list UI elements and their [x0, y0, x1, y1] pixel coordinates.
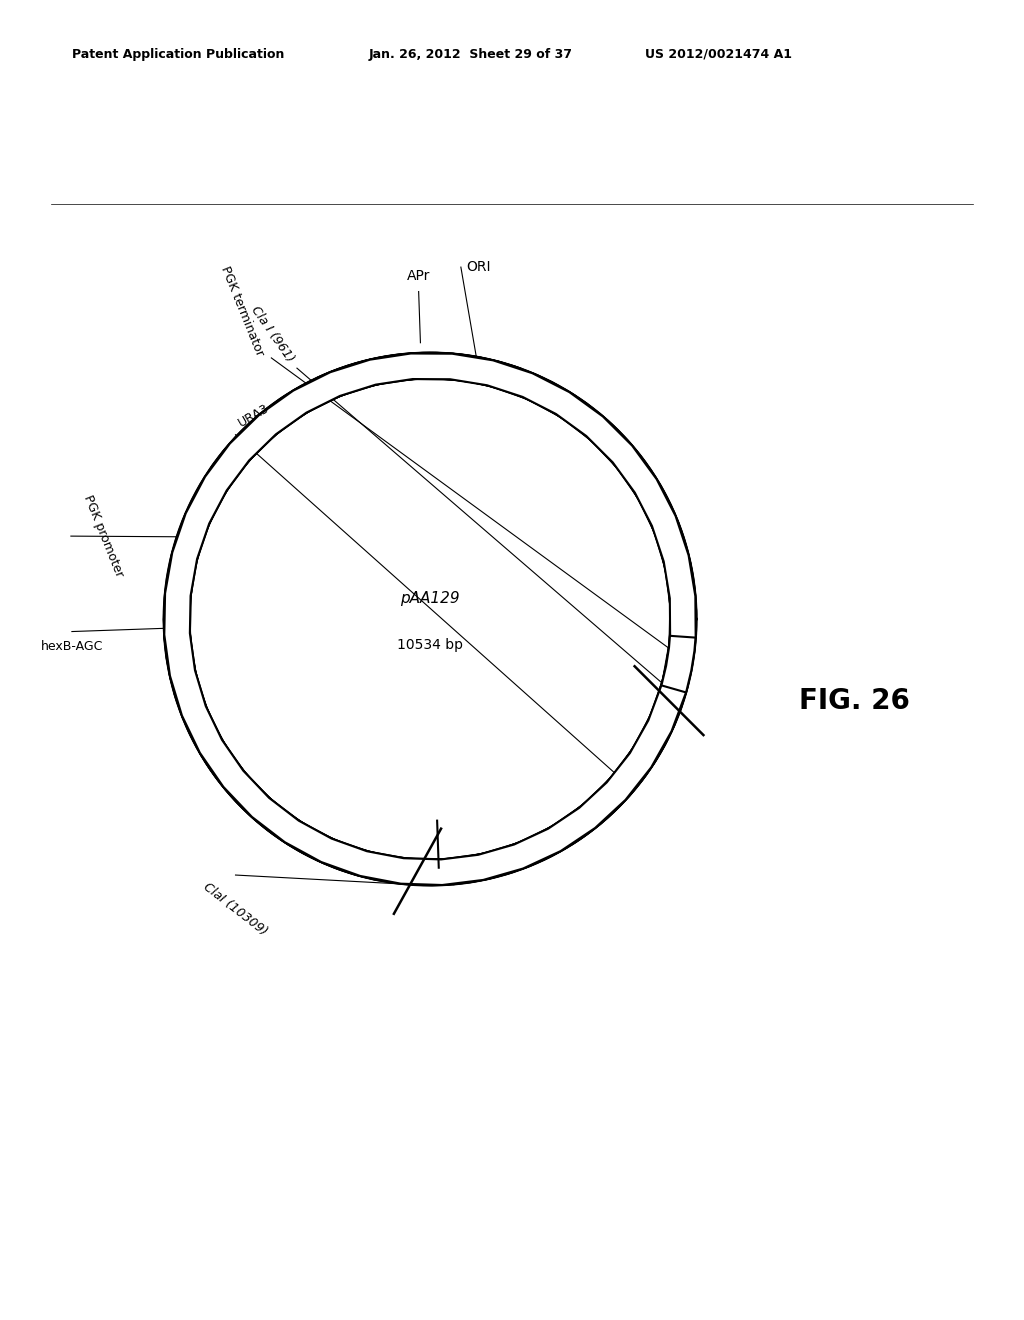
Text: hexB-AGC: hexB-AGC [41, 640, 103, 652]
Polygon shape [164, 354, 695, 884]
Polygon shape [558, 701, 672, 845]
Text: US 2012/0021474 A1: US 2012/0021474 A1 [645, 48, 793, 61]
Text: PGK promoter: PGK promoter [81, 494, 126, 579]
Text: Cla I (961): Cla I (961) [249, 304, 297, 366]
Text: URA3: URA3 [236, 401, 271, 429]
Text: pAA129: pAA129 [400, 591, 460, 606]
Text: PGK terminator: PGK terminator [218, 264, 266, 358]
Text: Patent Application Publication: Patent Application Publication [72, 48, 284, 61]
Text: ClaI (10309): ClaI (10309) [201, 880, 270, 939]
Polygon shape [200, 739, 392, 876]
Text: FIG. 26: FIG. 26 [799, 686, 909, 715]
Polygon shape [164, 352, 696, 884]
Text: Jan. 26, 2012  Sheet 29 of 37: Jan. 26, 2012 Sheet 29 of 37 [369, 48, 572, 61]
Polygon shape [164, 352, 696, 886]
Text: APr: APr [407, 269, 430, 284]
Polygon shape [317, 352, 543, 401]
Text: ORI: ORI [466, 260, 490, 275]
Polygon shape [165, 354, 696, 884]
Text: 10534 bp: 10534 bp [397, 638, 463, 652]
